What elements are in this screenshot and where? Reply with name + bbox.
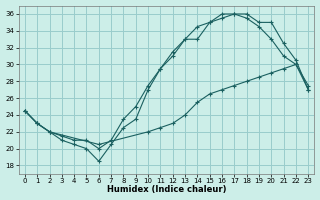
X-axis label: Humidex (Indice chaleur): Humidex (Indice chaleur) (107, 185, 226, 194)
